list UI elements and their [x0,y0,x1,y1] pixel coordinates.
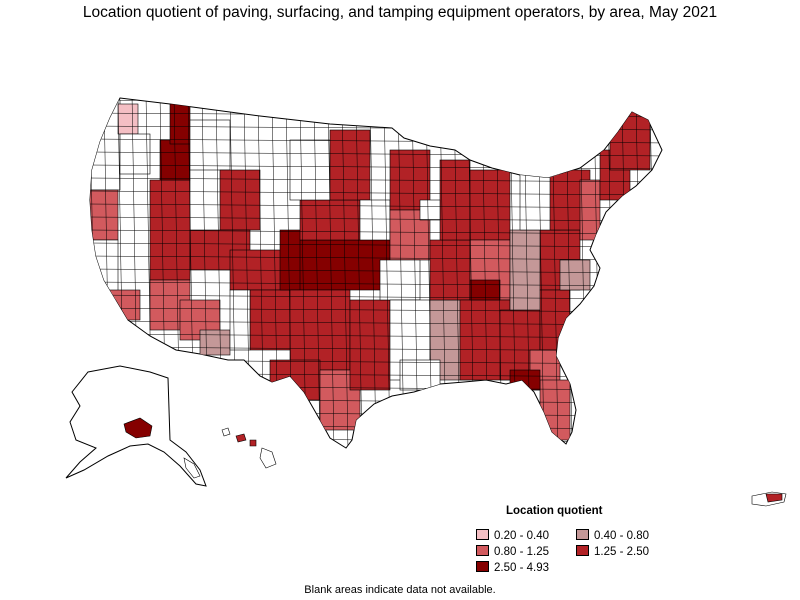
legend-swatch [476,561,489,572]
map-region [579,179,601,241]
map-region [199,329,231,356]
legend-swatch [576,529,589,540]
map-region [90,189,119,241]
map-region [119,133,151,175]
map-title: Location quotient of paving, surfacing, … [82,4,718,21]
map-region [329,129,371,201]
map-region [169,103,191,145]
map-region [99,289,141,321]
legend: Location quotient 0.20 - 0.40 0.40 - 0.8… [470,505,700,577]
alaska-region-dark [123,417,153,439]
map-region [379,259,421,301]
map-region [609,109,651,171]
map-region [419,199,441,221]
map-region [219,169,261,231]
map-region [269,359,321,401]
hawaii-islands [221,427,277,469]
map-region [289,289,351,371]
map-region [439,159,471,241]
map-region [559,259,591,291]
map-region [117,103,139,135]
legend-item-080-125: 0.80 - 1.25 [476,545,549,558]
map-region [349,299,391,391]
map-region [429,239,471,301]
legend-swatch [476,545,489,556]
puerto-rico-region [765,493,783,503]
footnote: Blank areas indicate data not available. [304,584,496,596]
map-region [469,169,511,241]
legend-title: Location quotient [506,505,603,517]
map-region [289,139,331,201]
map-region [229,289,251,351]
alaska-panhandle-region [183,457,201,479]
legend-item-040-080: 0.40 - 0.80 [576,529,649,542]
legend-swatch [576,545,589,556]
legend-item-250-493: 2.50 - 4.93 [476,561,549,574]
map-region [359,199,391,241]
map-region [149,179,191,281]
legend-swatch [476,529,489,540]
map-region [189,119,231,171]
legend-item-020-040: 0.20 - 0.40 [476,529,549,542]
legend-item-125-250: 1.25 - 2.50 [576,545,649,558]
